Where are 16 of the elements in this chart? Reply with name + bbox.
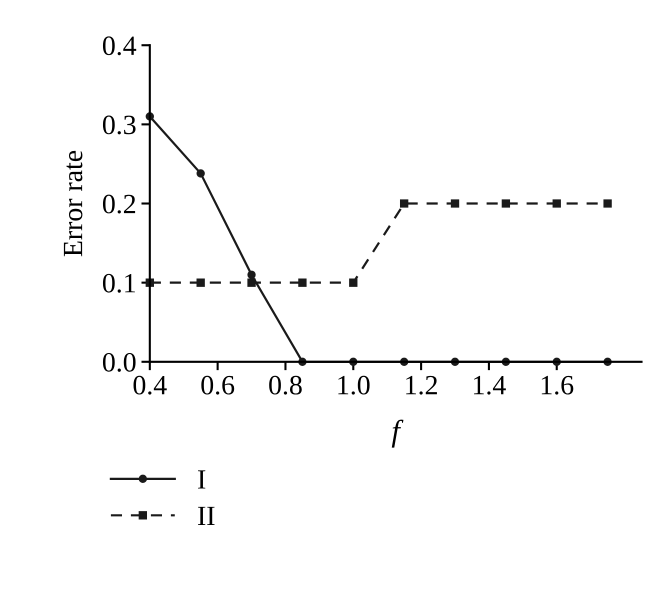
y-tick-label: 0.2 bbox=[102, 194, 136, 214]
x-tick-label: 1.2 bbox=[406, 376, 437, 395]
x-tick-label: 0.8 bbox=[269, 376, 302, 395]
y-tick-label: 0.0 bbox=[102, 352, 136, 372]
x-tick-label: 1.6 bbox=[542, 376, 574, 395]
x-tick-label: 1.0 bbox=[338, 376, 370, 395]
y-tick-label: 0.4 bbox=[102, 36, 136, 56]
y-tick-label: 0.1 bbox=[102, 274, 135, 293]
legend-label: II bbox=[198, 506, 215, 526]
legend-label: I bbox=[198, 470, 206, 489]
y-tick-label: 0.3 bbox=[102, 116, 136, 134]
x-tick-label: 0.6 bbox=[201, 376, 234, 395]
x-tick-label: 1.4 bbox=[474, 376, 506, 395]
x-tick-label: 0.4 bbox=[134, 376, 167, 395]
x-axis-title: f bbox=[392, 420, 404, 448]
y-axis-title: Error rate bbox=[64, 150, 82, 256]
